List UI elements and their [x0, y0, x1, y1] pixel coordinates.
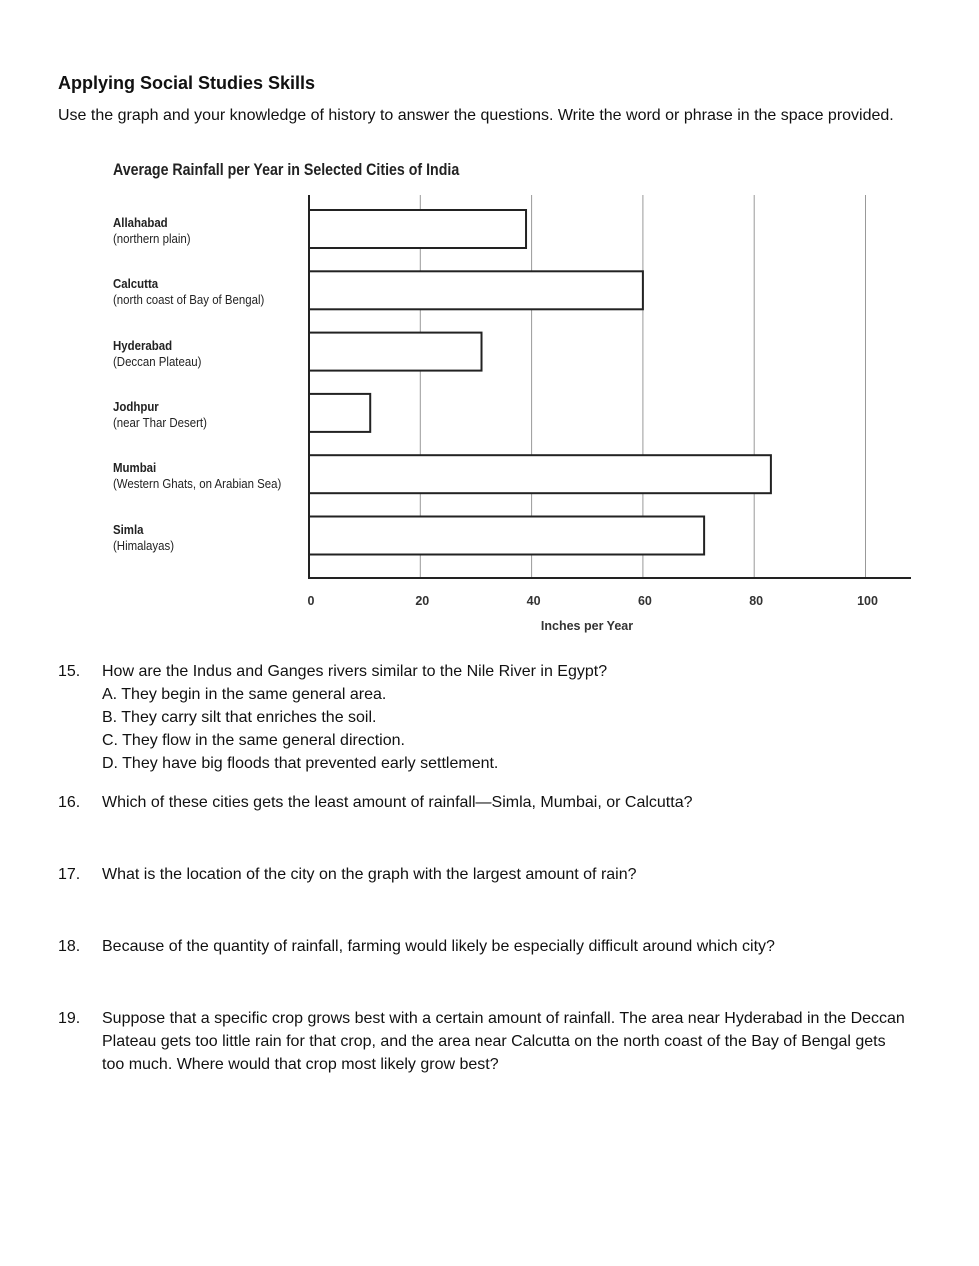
- section-heading: Applying Social Studies Skills: [58, 73, 316, 93]
- city-name: Allahabad: [113, 215, 168, 230]
- instructions: Use the graph and your knowledge of hist…: [58, 107, 894, 124]
- city-name: Mumbai: [113, 460, 157, 476]
- city-name: Simla: [113, 521, 144, 537]
- category-label: Jodhpur (near Thar Desert): [113, 399, 207, 431]
- question-number: 17.: [58, 866, 81, 883]
- category-label: Mumbai (Western Ghats, on Arabian Sea): [113, 460, 281, 492]
- question-19: 19. Suppose that a specific crop grows b…: [58, 1007, 908, 1076]
- question-number: 18.: [58, 938, 81, 955]
- bar-hyderabad: [308, 331, 483, 372]
- city-region: (Deccan Plateau): [113, 353, 202, 369]
- city-name: Jodhpur: [113, 398, 159, 414]
- question-18: 18. Because of the quantity of rainfall,…: [58, 935, 908, 958]
- bar-calcutta: [308, 270, 644, 311]
- category-label: Calcutta (north coast of Bay of Bengal): [113, 276, 264, 308]
- bar-allahabad: [308, 209, 528, 249]
- x-tick-label: 0: [308, 594, 315, 608]
- question-text: Which of these cities gets the least amo…: [102, 794, 693, 811]
- question-number: 19.: [58, 1010, 81, 1027]
- x-tick-label: 80: [749, 594, 763, 608]
- city-region: (Himalayas): [113, 537, 175, 553]
- question-number: 16.: [58, 794, 81, 811]
- question-text: How are the Indus and Ganges rivers simi…: [102, 663, 608, 680]
- x-tick-label: 60: [638, 594, 652, 608]
- city-region: (northern plain): [113, 231, 191, 246]
- category-label: Allahabad (northern plain): [113, 215, 191, 247]
- question-16: 16. Which of these cities gets the least…: [58, 791, 908, 814]
- option-b: B. They carry silt that enriches the soi…: [102, 709, 377, 726]
- city-name: Hyderabad: [113, 337, 173, 353]
- city-region: (near Thar Desert): [113, 414, 207, 430]
- bar-simla: [308, 515, 706, 556]
- bar-chart: 0 20 40 60 80 100 Inches per Year: [308, 195, 911, 633]
- x-axis-label: Inches per Year: [541, 619, 633, 633]
- category-label: Simla (Himalayas): [113, 522, 174, 554]
- city-region: (north coast of Bay of Bengal): [113, 292, 265, 308]
- x-tick-label: 40: [527, 594, 541, 608]
- question-text: Because of the quantity of rainfall, far…: [102, 938, 775, 955]
- question-17: 17. What is the location of the city on …: [58, 863, 908, 886]
- question-text: Suppose that a specific crop grows best …: [102, 1010, 905, 1073]
- question-text: What is the location of the city on the …: [102, 866, 637, 883]
- option-a: A. They begin in the same general area.: [102, 686, 387, 703]
- bar-mumbai: [308, 454, 772, 495]
- city-region: (Western Ghats, on Arabian Sea): [113, 476, 282, 492]
- question-15: 15. How are the Indus and Ganges rivers …: [58, 660, 908, 775]
- option-d: D. They have big floods that prevented e…: [102, 755, 499, 772]
- chart-title: Average Rainfall per Year in Selected Ci…: [113, 161, 460, 179]
- question-number: 15.: [58, 663, 81, 680]
- option-c: C. They flow in the same general directi…: [102, 732, 405, 749]
- city-name: Calcutta: [113, 276, 159, 292]
- bar-jodhpur: [308, 392, 372, 433]
- x-tick-label: 20: [415, 594, 429, 608]
- x-tick-label: 100: [857, 594, 878, 608]
- category-label: Hyderabad (Deccan Plateau): [113, 338, 201, 370]
